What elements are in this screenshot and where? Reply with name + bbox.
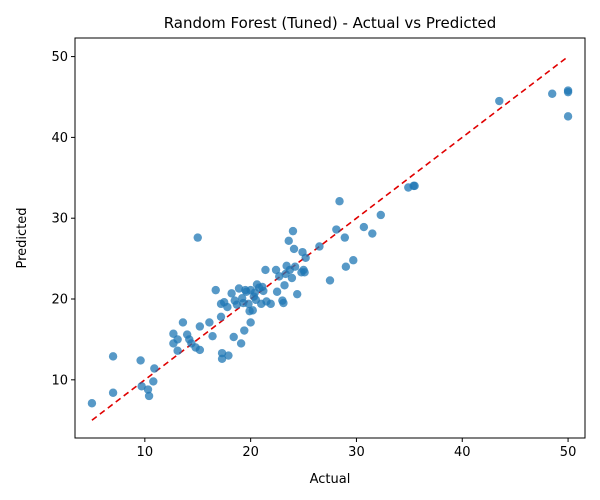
data-point [563,87,573,97]
data-point [293,289,302,299]
data-point [205,318,214,327]
data-point [290,262,300,271]
y-tick-label: 30 [51,212,68,227]
data-point [244,299,253,309]
data-point [173,335,182,344]
data-point [289,244,299,254]
data-point [211,285,220,295]
data-point [315,242,324,251]
data-point [232,300,242,309]
data-point [259,286,268,296]
y-axis-label: Predicted [15,207,30,268]
y-tick-label: 40 [51,131,68,146]
data-point [410,181,419,191]
data-point [108,352,118,361]
data-point [150,364,159,373]
data-points [87,86,573,408]
data-point [195,322,205,331]
data-point [240,326,249,335]
data-point [234,284,244,293]
data-point [149,377,158,386]
data-point [136,356,145,365]
data-point [332,225,341,234]
data-point [340,233,350,242]
data-point [144,391,154,401]
data-point [548,89,557,98]
data-point [173,346,182,355]
data-point [143,385,153,394]
y-tick-label: 50 [51,50,68,65]
x-axis-label: Actual [310,472,351,487]
data-point [266,299,275,309]
data-point [208,331,217,341]
data-point [368,229,377,238]
data-point [236,339,246,348]
data-point [248,306,257,315]
x-tick-label: 10 [137,445,154,460]
data-point [227,289,236,298]
data-point [563,112,573,121]
data-point [246,318,255,327]
data-point [300,268,309,277]
data-point [193,233,202,242]
y-tick-label: 20 [51,293,68,308]
data-point [108,388,118,397]
data-point [284,236,293,246]
y-tick-label: 10 [51,373,68,388]
data-point [359,222,369,232]
data-point [87,399,97,408]
data-point [223,302,232,312]
data-point [224,351,233,360]
data-point [178,318,188,327]
data-point [376,210,385,220]
x-tick-label: 40 [454,445,471,460]
data-point [195,345,205,355]
data-point [325,276,335,285]
data-point [287,273,297,283]
x-axis-ticks: 10 20 30 40 50 [137,438,577,460]
x-tick-label: 30 [348,445,365,460]
data-point [288,226,298,236]
plot-frame [74,37,586,439]
data-point [275,272,284,281]
data-point [280,281,289,290]
data-point [279,298,288,308]
data-point [271,265,281,275]
data-point [261,265,270,275]
data-point [229,332,238,342]
y-axis-ticks: 10 20 30 40 50 [51,50,75,388]
data-point [216,312,226,321]
data-point [495,96,504,106]
data-point [301,253,310,262]
data-point [335,197,344,206]
data-point [137,382,146,391]
chart-title: Random Forest (Tuned) - Actual vs Predic… [164,14,497,32]
data-point [341,262,351,271]
x-tick-label: 20 [242,445,259,460]
data-point [349,256,358,265]
x-tick-label: 50 [560,445,577,460]
data-point [272,287,282,296]
data-point [217,354,227,364]
